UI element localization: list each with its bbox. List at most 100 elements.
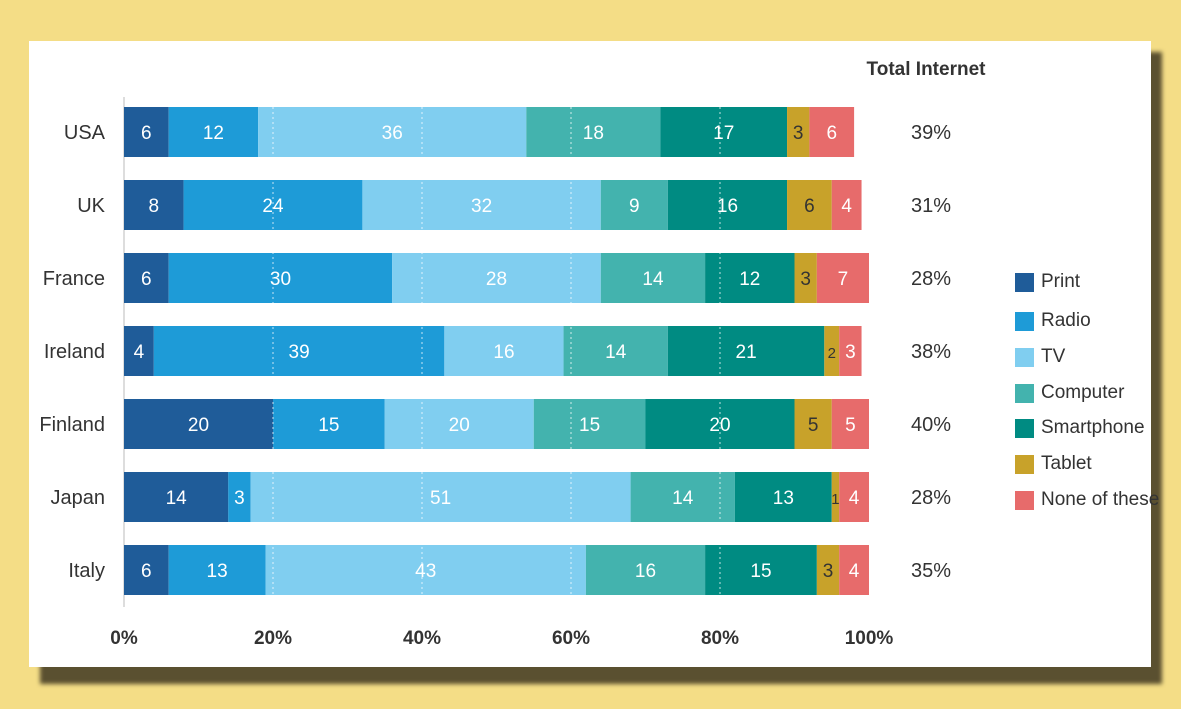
data-label: 16 [635,561,656,582]
legend-item-print: Print [1015,271,1080,293]
bar-usa-radio [168,107,259,157]
legend-label-tablet: Tablet [1041,453,1092,474]
data-label: 14 [605,342,627,363]
bar-france-radio [168,253,393,303]
legend-swatch-tablet [1015,454,1034,474]
bar-usa-tv [258,107,527,157]
data-label: 4 [849,561,860,582]
bar-finland-radio [273,399,385,449]
legend-item-computer: Computer [1015,382,1124,404]
bar-italy-tablet [816,545,840,595]
bar-france-none-of-these [816,253,869,303]
data-label: 6 [141,123,152,144]
data-label: 43 [415,561,436,582]
data-label: 18 [583,123,604,144]
data-label: 21 [736,342,757,363]
data-label: 14 [166,488,188,509]
data-label: 51 [430,488,451,509]
bar-finland-tablet [794,399,832,449]
data-label: 6 [804,196,815,217]
data-label: 15 [750,561,771,582]
bar-usa-print [124,107,169,157]
bar-uk-none-of-these [831,180,862,230]
legend-label-none-of-these: None of these [1041,489,1160,510]
data-label: 7 [838,269,849,290]
bar-italy-tv [265,545,586,595]
legend-swatch-radio [1015,311,1034,331]
data-label: 32 [471,196,492,217]
data-label: 6 [141,561,152,582]
legend-item-tv: TV [1015,346,1065,368]
data-label: 4 [841,196,852,217]
data-label: 5 [845,415,856,436]
legend-label-radio: Radio [1041,310,1091,331]
data-label: 4 [134,342,145,363]
bar-japan-computer [630,472,735,522]
data-label: 30 [270,269,291,290]
data-label: 3 [800,269,811,290]
bar-ireland-smartphone [667,326,825,376]
total-internet-value: 38% [911,341,951,363]
bar-ireland-tablet [824,326,840,376]
bar-usa-computer [526,107,661,157]
legend-label-print: Print [1041,271,1081,292]
legend-item-radio: Radio [1015,310,1091,332]
bar-uk-smartphone [667,180,788,230]
category-label: Japan [51,487,106,509]
bar-usa-tablet [787,107,810,157]
data-label: 12 [203,123,224,144]
data-label: 6 [141,269,152,290]
bar-uk-print [124,180,184,230]
bar-finland-none-of-these [831,399,869,449]
legend-item-none-of-these: None of these [1015,489,1159,511]
data-label: 24 [262,196,284,217]
data-label: 14 [672,488,694,509]
data-label: 15 [579,415,600,436]
bar-finland-print [124,399,273,449]
total-internet-value: 28% [911,487,951,509]
chart-card: 6 12 36 18 17 3 6 USA 39% 8 24 32 9 16 6 4 UK 31% 6 30 28 14 1… [29,41,1159,667]
bar-finland-computer [533,399,646,449]
legend-swatch-none-of-these [1015,490,1034,510]
total-internet-value: 40% [911,414,951,436]
category-label: UK [77,195,105,217]
x-tick-label: 80% [701,628,739,649]
bar-uk-tablet [787,180,832,230]
data-label: 17 [713,123,734,144]
legend-item-tablet: Tablet [1015,453,1092,475]
bar-uk-tv [362,180,601,230]
data-label: 3 [234,488,245,509]
total-internet-value: 28% [911,268,951,290]
legend-swatch-print [1015,272,1034,292]
category-label: Italy [68,560,105,582]
data-label: 20 [188,415,209,436]
total-internet-value: 39% [911,122,951,144]
bar-italy-computer [585,545,706,595]
bar-japan-radio [228,472,251,522]
data-label: 6 [826,123,837,144]
bar-uk-computer [600,180,668,230]
bar-japan-print [124,472,229,522]
bar-italy-radio [168,545,266,595]
bar-italy-none-of-these [839,545,869,595]
total-internet-header: Total Internet [867,59,987,80]
legend-swatch-smartphone [1015,418,1034,438]
data-label: 20 [449,415,470,436]
data-label: 20 [709,415,730,436]
data-label: 14 [642,269,664,290]
bar-france-tablet [794,253,817,303]
data-label: 2 [828,345,836,362]
data-label: 3 [823,561,834,582]
data-label: 12 [739,269,760,290]
bar-japan-smartphone [734,472,832,522]
data-label: 16 [717,196,738,217]
legend-swatch-computer [1015,383,1034,403]
data-label: 13 [207,561,228,582]
data-label: 4 [849,488,860,509]
data-label: 36 [382,123,403,144]
x-tick-label: 60% [552,628,590,649]
bar-ireland-computer [563,326,668,376]
x-tick-label: 40% [403,628,441,649]
data-label: 15 [318,415,339,436]
